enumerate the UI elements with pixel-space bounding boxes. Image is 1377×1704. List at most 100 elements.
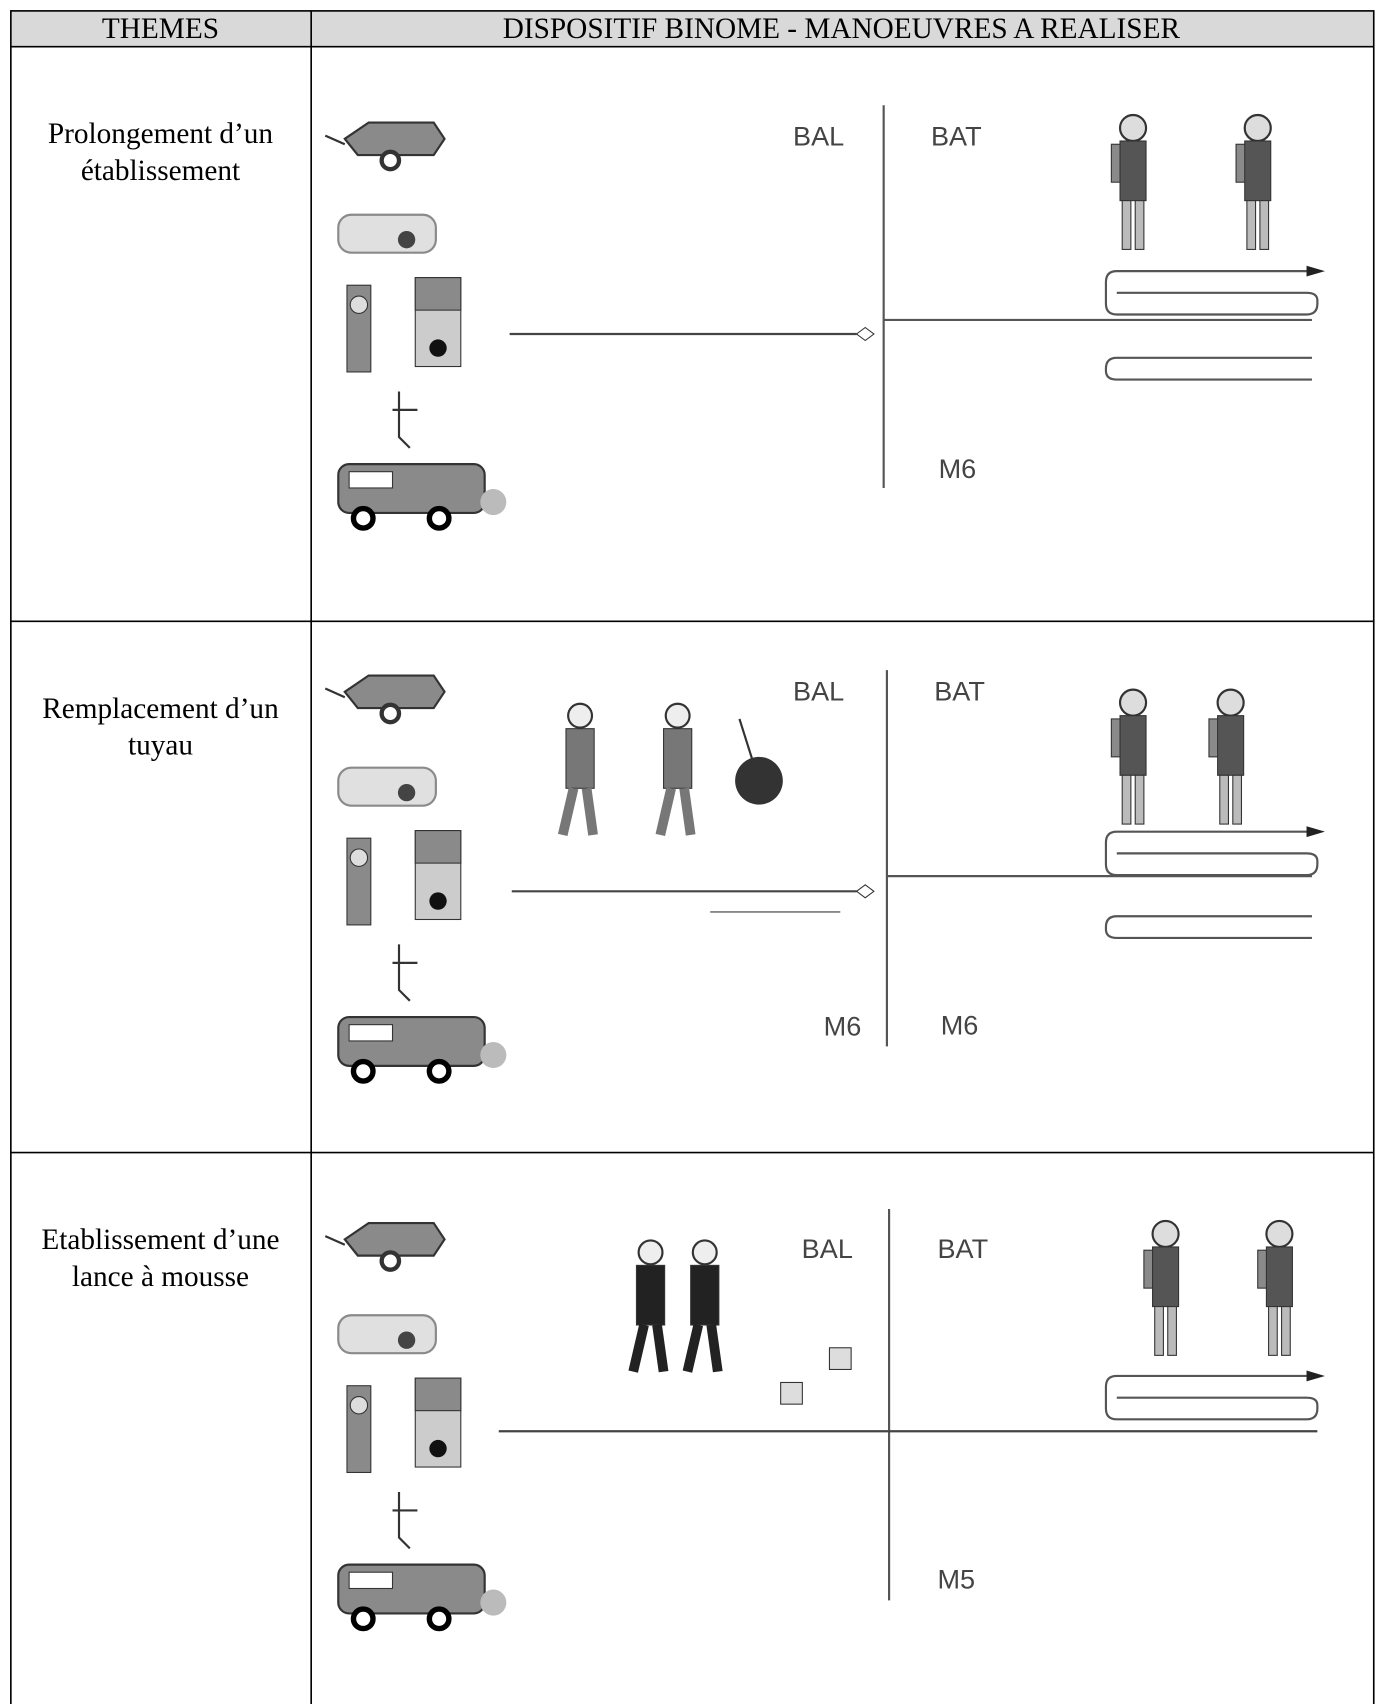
hydrant-cap <box>349 848 369 867</box>
header-dispositif: DISPOSITIF BINOME - MANOEUVRES A REALISE… <box>503 13 1181 45</box>
equipment-icons <box>324 674 507 1084</box>
foam-can <box>780 1381 803 1405</box>
wheel <box>350 1058 376 1084</box>
ff-leg <box>1121 774 1132 825</box>
diagram-label: M6 <box>824 1011 862 1042</box>
diagram-label: BAT <box>931 120 982 151</box>
equipment-icons <box>324 121 507 531</box>
diagram-label: BAL <box>793 120 844 151</box>
pump-part <box>397 1331 416 1349</box>
trailer <box>324 674 446 710</box>
man-head <box>664 702 691 729</box>
pump-part <box>397 783 416 802</box>
ff-leg <box>1246 200 1257 250</box>
ff-leg <box>1219 774 1229 825</box>
ff-body <box>1119 715 1147 776</box>
row: Prolongement d’un établissement BAL BAT M6 <box>48 105 1325 531</box>
wheel <box>426 1606 452 1632</box>
hydrant-cap <box>349 1396 369 1415</box>
man-head <box>567 702 594 729</box>
header-themes: THEMES <box>102 13 219 45</box>
ff-head <box>1118 688 1148 717</box>
ff-head <box>1243 113 1272 143</box>
ff-head <box>1265 1219 1294 1249</box>
truck-window <box>348 1571 394 1590</box>
trailer <box>324 121 446 157</box>
reel <box>480 1589 507 1616</box>
arrow-head <box>1306 826 1325 838</box>
ff-leg <box>1268 1306 1278 1356</box>
man-legs <box>682 1323 723 1373</box>
hydrant-box-top <box>414 277 462 311</box>
theme-text: lance à mousse <box>72 1261 249 1293</box>
wheel <box>379 1250 402 1272</box>
hydrant-box-valve <box>429 892 447 910</box>
diagram-label: M6 <box>939 453 977 484</box>
man-head <box>691 1239 718 1266</box>
man-legs <box>557 787 598 837</box>
theme-text: tuyau <box>128 730 193 762</box>
man-body <box>690 1264 720 1326</box>
man-legs <box>655 787 696 837</box>
ff-head <box>1118 113 1148 143</box>
motor-pump <box>337 1314 437 1355</box>
hose-key <box>392 944 418 1002</box>
ff-head <box>1216 688 1245 717</box>
motor-pump <box>337 766 437 807</box>
connector <box>855 326 875 342</box>
hose-key <box>392 1491 418 1550</box>
trailer <box>324 1222 446 1257</box>
reel <box>480 1042 507 1069</box>
theme-text: établissement <box>81 155 240 187</box>
wheel <box>350 505 376 531</box>
truck-window <box>348 1024 394 1042</box>
reel <box>480 489 507 516</box>
hose-coil <box>1104 1374 1319 1421</box>
man-body <box>635 1264 666 1326</box>
reel-handle <box>738 718 761 782</box>
ff-body <box>1217 715 1245 776</box>
truck-window <box>348 471 394 489</box>
ff-body <box>1244 140 1272 202</box>
ff-leg <box>1281 1306 1291 1356</box>
theme-text: Remplacement d’un <box>42 693 279 725</box>
hydrant-box-valve <box>429 1439 447 1458</box>
theme-text: Prolongement d’un <box>48 118 274 150</box>
hose-coil <box>1104 830 1319 877</box>
ff-leg <box>1232 774 1243 825</box>
diagram-label: M6 <box>941 1009 979 1040</box>
wheel <box>426 1058 452 1084</box>
ff-leg <box>1259 200 1270 250</box>
man-legs <box>628 1323 669 1373</box>
man-body <box>663 728 693 789</box>
ff-leg <box>1154 1306 1164 1356</box>
ff-body <box>1152 1246 1180 1308</box>
diagram-label: BAT <box>934 675 985 706</box>
hose-coil <box>1104 270 1319 316</box>
ff-head <box>1151 1219 1180 1249</box>
hydrant-box-valve <box>429 339 447 357</box>
hose-coil <box>1104 915 1312 940</box>
row: Remplacement d’un tuyau BAL BAT M6 M6 <box>42 670 1325 1084</box>
theme-text: Etablissement d’une <box>41 1224 279 1256</box>
wheel <box>350 1606 376 1632</box>
wheel <box>379 149 402 172</box>
man-head <box>637 1239 664 1266</box>
motor-pump <box>337 213 437 254</box>
hydrant-box-top <box>414 830 462 864</box>
table-grid <box>10 10 1375 1704</box>
wheel <box>379 702 402 725</box>
diagram-label: BAT <box>937 1233 988 1264</box>
ff-leg <box>1134 200 1145 250</box>
equipment-icons <box>324 1222 507 1632</box>
arrow-head <box>1306 1370 1325 1382</box>
diagram-label: M5 <box>937 1563 975 1594</box>
foam-can <box>828 1347 852 1371</box>
ff-body <box>1119 140 1147 202</box>
hose-key <box>392 391 418 449</box>
ff-leg <box>1167 1306 1177 1356</box>
header-bg <box>10 10 1374 47</box>
diagram-label: BAL <box>793 675 844 706</box>
